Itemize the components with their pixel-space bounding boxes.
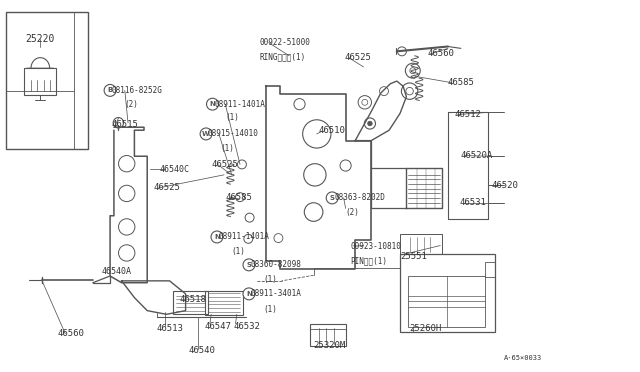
Text: 08360-82098: 08360-82098: [251, 260, 301, 269]
Text: (1): (1): [225, 113, 239, 122]
Text: 46585: 46585: [448, 78, 475, 87]
Ellipse shape: [368, 121, 372, 126]
Text: 08915-14010: 08915-14010: [208, 129, 259, 138]
Text: 46510: 46510: [319, 126, 346, 135]
Text: 46515: 46515: [112, 120, 139, 129]
Text: 25551: 25551: [400, 252, 427, 261]
Text: 00923-10810: 00923-10810: [351, 242, 401, 251]
Text: (2): (2): [346, 208, 360, 217]
Text: N: N: [209, 101, 216, 107]
FancyBboxPatch shape: [6, 12, 88, 149]
Ellipse shape: [326, 192, 338, 204]
Ellipse shape: [207, 98, 218, 110]
Text: (2): (2): [125, 100, 139, 109]
Text: (1): (1): [264, 305, 278, 314]
Text: 46585: 46585: [225, 193, 252, 202]
Text: 08911-1401A: 08911-1401A: [214, 100, 265, 109]
Text: 25260H: 25260H: [410, 324, 442, 333]
Text: RINGリング(1): RINGリング(1): [259, 52, 305, 61]
Text: S: S: [330, 195, 335, 201]
Text: (1): (1): [221, 144, 235, 153]
Text: 46560: 46560: [428, 49, 454, 58]
Text: 46547: 46547: [205, 322, 232, 331]
Text: 46540C: 46540C: [160, 165, 190, 174]
Text: (1): (1): [232, 247, 246, 256]
Text: 46520A: 46520A: [461, 151, 493, 160]
Text: 46520: 46520: [492, 181, 518, 190]
Text: 46531: 46531: [460, 198, 486, 207]
Ellipse shape: [243, 288, 255, 300]
Text: 46525: 46525: [211, 160, 238, 169]
Text: S: S: [246, 262, 252, 268]
Text: 00922-51000: 00922-51000: [259, 38, 310, 47]
Text: W: W: [202, 131, 210, 137]
Ellipse shape: [211, 231, 223, 243]
Ellipse shape: [200, 128, 212, 140]
Text: N: N: [246, 291, 252, 297]
Text: 46512: 46512: [454, 110, 481, 119]
Ellipse shape: [243, 259, 255, 271]
Text: B: B: [108, 87, 113, 93]
Text: 46518: 46518: [179, 295, 206, 304]
Text: 08911-1401A: 08911-1401A: [219, 232, 269, 241]
Text: A·65×0033: A·65×0033: [504, 355, 543, 361]
Text: 46560: 46560: [58, 329, 84, 338]
Text: 25320M: 25320M: [314, 341, 346, 350]
Text: 46525: 46525: [154, 183, 180, 192]
Text: PINピン(1): PINピン(1): [351, 256, 388, 265]
Text: N: N: [214, 234, 220, 240]
Text: 25220: 25220: [26, 34, 55, 44]
Text: 08116-8252G: 08116-8252G: [112, 86, 163, 95]
Text: 46532: 46532: [234, 322, 260, 331]
Text: 46513: 46513: [157, 324, 184, 333]
Text: 08363-8202D: 08363-8202D: [334, 193, 385, 202]
Text: 46540A: 46540A: [101, 267, 131, 276]
Text: 46540: 46540: [189, 346, 216, 355]
Text: (1): (1): [264, 275, 278, 284]
Text: 08911-3401A: 08911-3401A: [251, 289, 301, 298]
Ellipse shape: [104, 84, 116, 96]
Text: 46525: 46525: [344, 53, 371, 62]
